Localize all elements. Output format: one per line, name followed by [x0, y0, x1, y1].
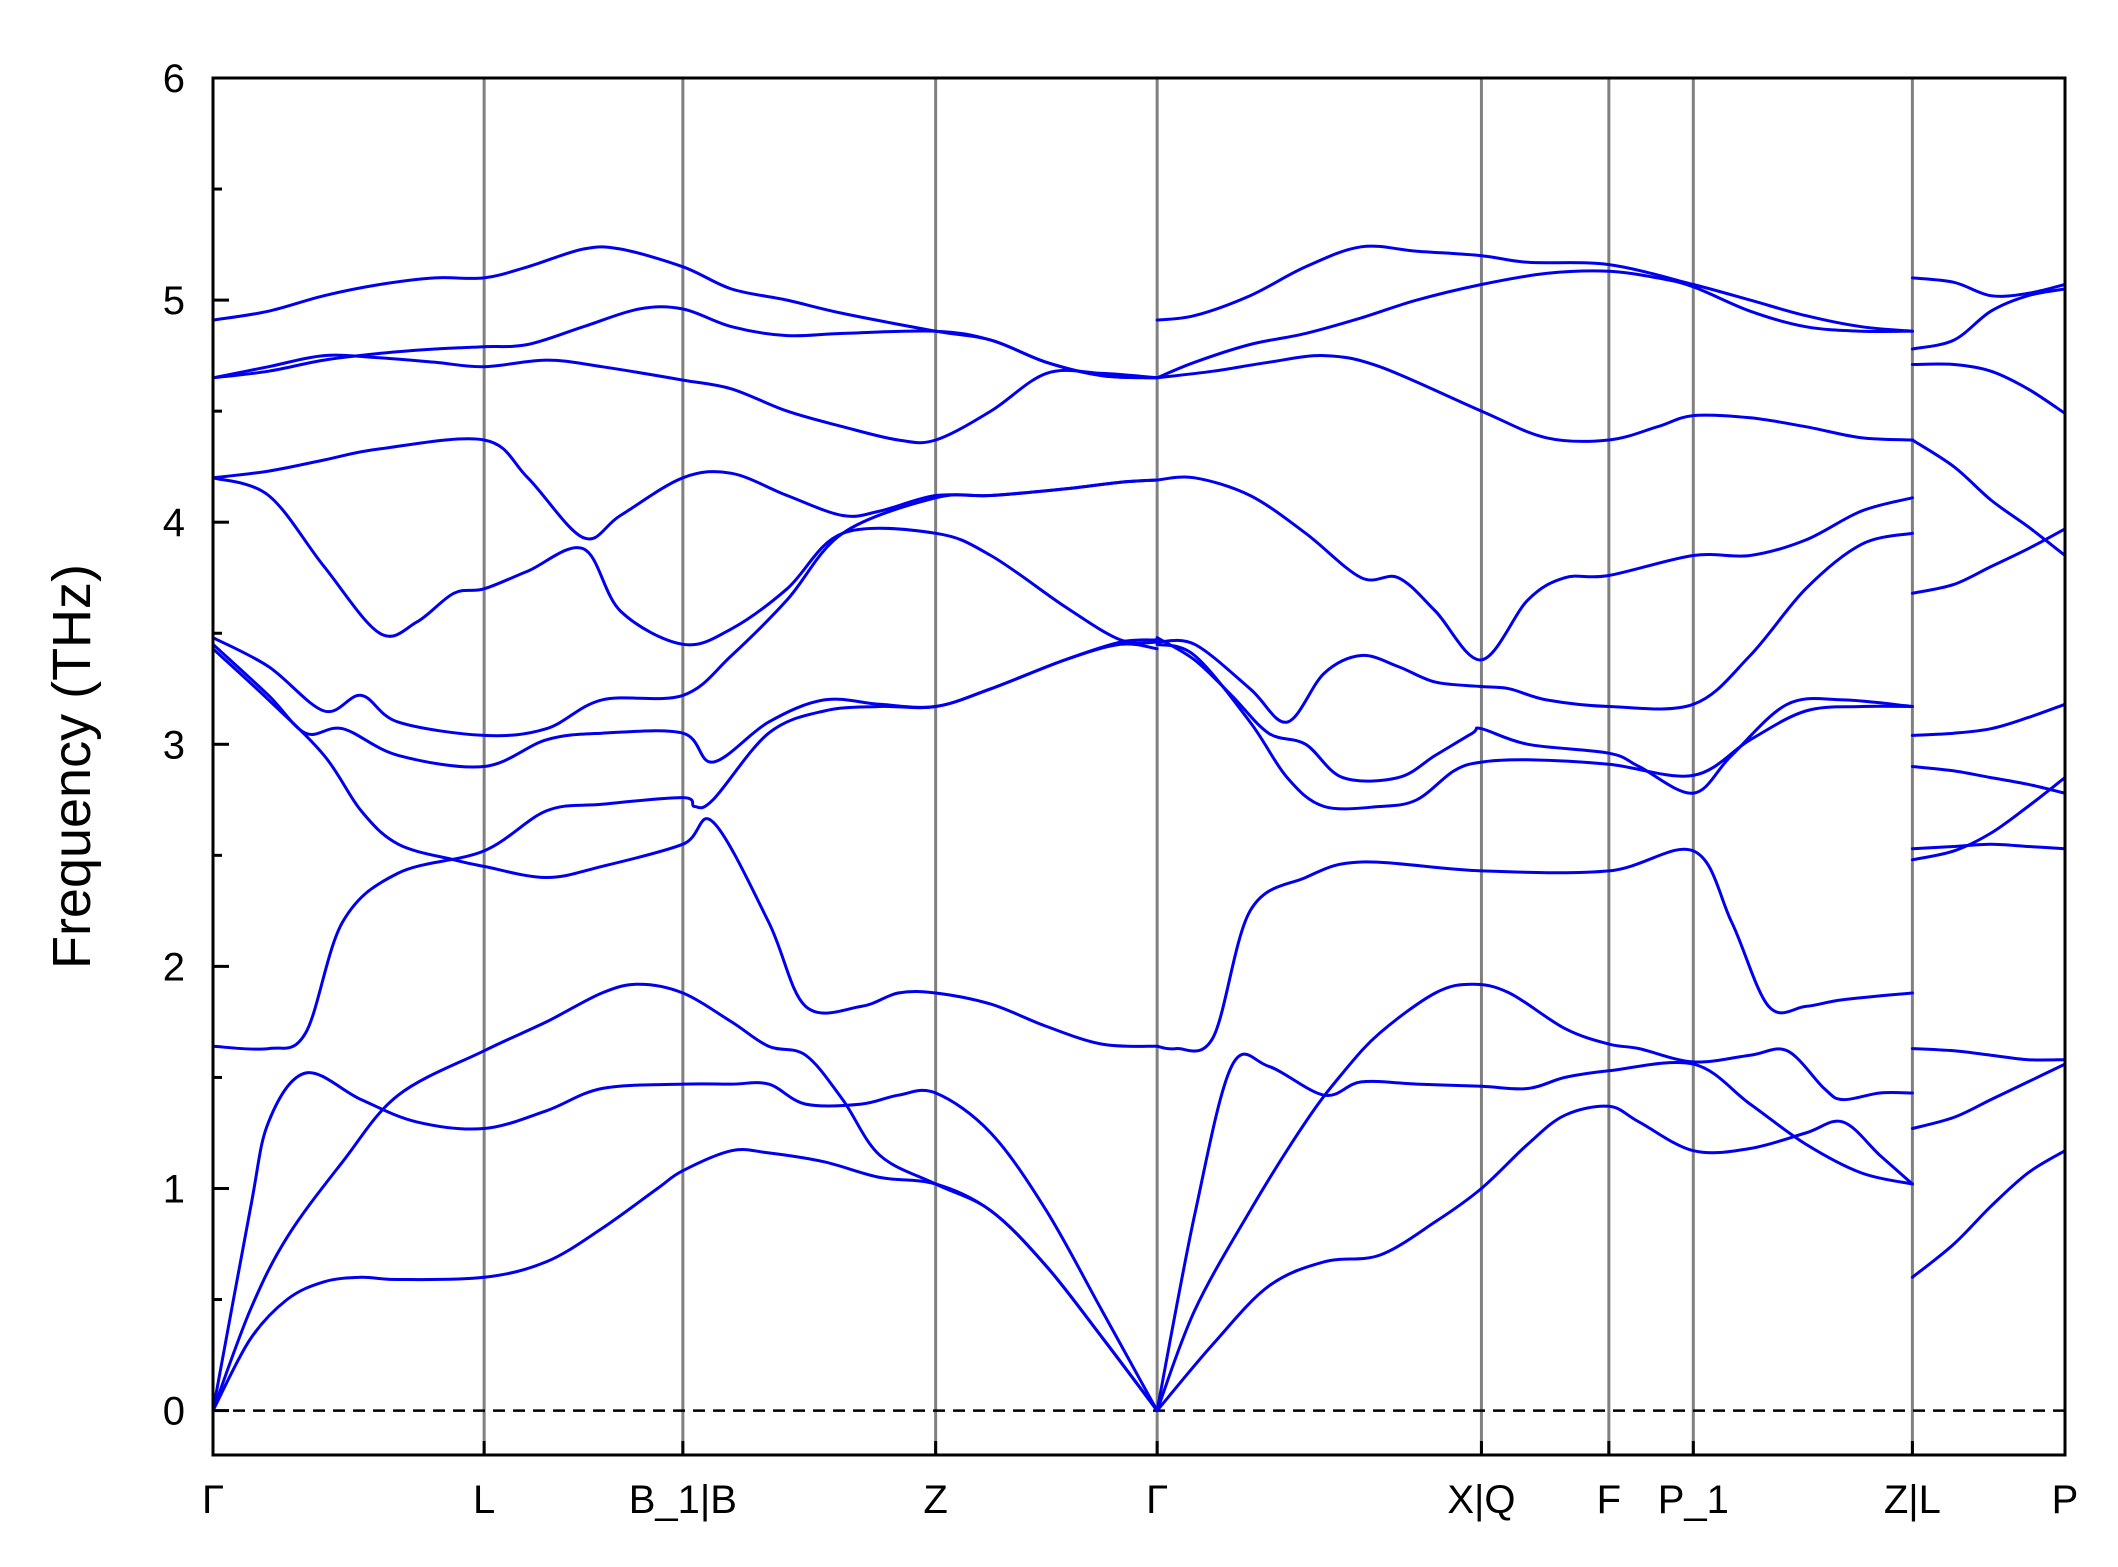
phonon-band [1155, 636, 1914, 795]
x-tick-label: Γ [202, 1478, 224, 1522]
phonon-band [1910, 1149, 2067, 1279]
phonon-band [211, 1071, 1159, 1413]
y-tick-label: 0 [163, 1390, 185, 1434]
phonon-band [1155, 1104, 1914, 1413]
x-tick-label: Γ [1146, 1478, 1168, 1522]
phonon-band [1155, 847, 1914, 1053]
phonon-band [1910, 287, 2067, 351]
phonon-band [211, 476, 1159, 647]
y-tick-label: 2 [163, 945, 185, 989]
phonon-band [1155, 244, 1914, 333]
x-tick-label: L [473, 1478, 495, 1522]
phonon-band [1155, 982, 1914, 1413]
phonon-band [1910, 527, 2067, 595]
x-tick-label: P [2052, 1478, 2079, 1522]
phonon-band [1910, 362, 2067, 415]
y-tick-label: 3 [163, 723, 185, 767]
y-tick-label: 5 [163, 279, 185, 323]
phonon-band [1155, 1052, 1914, 1413]
phonon-band [211, 353, 1159, 445]
phonon-band [1155, 475, 1914, 662]
phonon-band [1155, 531, 1914, 724]
plot-frame [211, 76, 2067, 1457]
x-tick-label: Z|L [1884, 1478, 1941, 1522]
phonon-band [211, 245, 1159, 380]
phonon-band [211, 647, 1159, 1048]
phonon-band [211, 638, 1159, 769]
phonon-band [1910, 1047, 2067, 1062]
x-tick-label: P_1 [1658, 1478, 1729, 1522]
phonon-band [1910, 702, 2067, 737]
x-tick-label: Z [923, 1478, 947, 1522]
y-tick-label: 1 [163, 1167, 185, 1211]
phonon-band [1910, 438, 2067, 557]
y-tick-label: 4 [163, 501, 185, 545]
x-tick-label: X|Q [1447, 1478, 1515, 1522]
phonon-band [1910, 276, 2067, 298]
phonon-band [1910, 842, 2067, 851]
phonon-band [211, 437, 1159, 541]
x-tick-label: B_1|B [629, 1478, 737, 1522]
phonon-band [1155, 354, 1914, 443]
phonon-band [1910, 776, 2067, 862]
x-axis-ticks: Γ L B_1|B Z Γ X|Q F P_1 Z|L P [202, 1441, 2078, 1522]
y-tick-label: 6 [163, 57, 185, 101]
phonon-bands [211, 244, 2067, 1413]
y-axis-ticks: 0 1 2 3 4 5 6 [163, 57, 229, 1434]
phonon-band [1910, 765, 2067, 795]
x-tick-label: F [1597, 1478, 1621, 1522]
phonon-band [1910, 1062, 2067, 1130]
phonon-band [1155, 642, 1914, 811]
y-axis-title: Frequency (THz) [42, 564, 102, 969]
phonon-band [1155, 269, 1914, 380]
phonon-band [211, 982, 1159, 1413]
